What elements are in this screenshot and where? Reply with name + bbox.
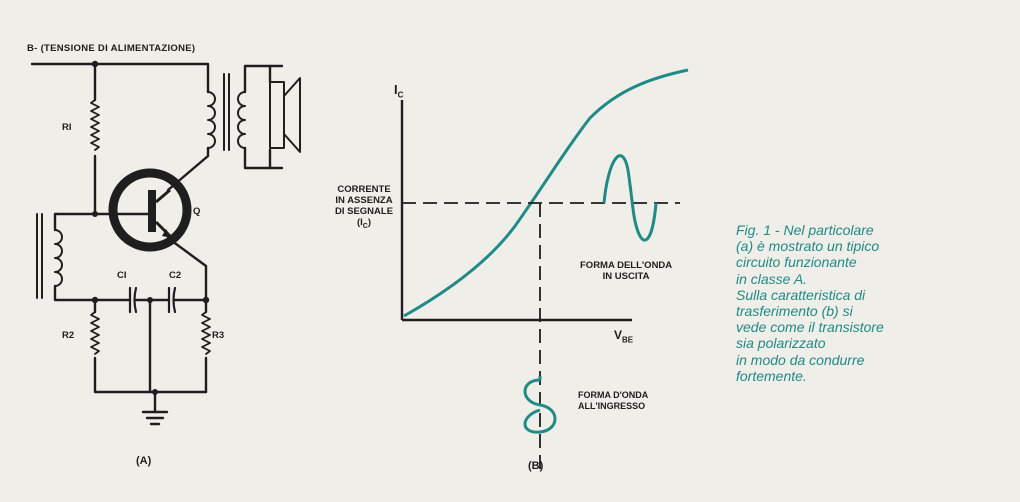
- transfer-plot: [400, 68, 689, 472]
- c2-label: C2: [169, 270, 182, 281]
- output-waveform: [602, 154, 658, 242]
- transistor-q: [108, 168, 192, 252]
- transistor-label: Q: [193, 206, 201, 217]
- junction-dots: [91, 60, 210, 395]
- transformer-primary: [207, 91, 216, 149]
- y-axis-label: IC: [394, 82, 404, 100]
- capacitor-c1: [128, 286, 138, 314]
- x-axis-label: VBE: [614, 328, 634, 345]
- c1-label: CI: [117, 270, 127, 281]
- caption-line: Sulla caratteristica di: [736, 286, 866, 303]
- caption-line: trasferimento (b) si: [736, 303, 853, 320]
- caption-line: fortemente.: [736, 367, 807, 384]
- caption-line: Fig. 1 - Nel particolare: [736, 222, 874, 238]
- caption-line: vede come il transistore: [736, 319, 884, 336]
- supply-rail: [30, 62, 210, 94]
- caption-line: (a) è mostrato un tipico: [736, 238, 880, 255]
- caption-line: in modo da condurre: [736, 351, 865, 368]
- r2-bottom-lead: [93, 356, 208, 394]
- panel-b-label: (B): [528, 460, 544, 472]
- transformer-secondary: [237, 91, 246, 149]
- caption-line: circuito funzionante: [736, 254, 857, 271]
- r2-label: R2: [62, 330, 75, 341]
- collector-lead: [166, 146, 210, 192]
- speaker-cone: [283, 77, 301, 153]
- input-winding: [54, 229, 63, 287]
- caption-line: sia polarizzato: [736, 335, 826, 352]
- input-core: [36, 213, 43, 299]
- r3-label: R3: [212, 330, 225, 341]
- transfer-curve: [403, 68, 689, 318]
- figure-caption: Fig. 1 - Nel particolare (a) è mostrato …: [736, 222, 976, 384]
- input-wave-label: FORMA D'ONDA ALL'INGRESSO: [578, 390, 649, 411]
- resistor-r3: [201, 311, 211, 355]
- r1-label: RI: [62, 122, 72, 133]
- emitter-lead: [166, 236, 208, 302]
- transformer-core: [223, 73, 230, 151]
- output-wave-label: FORMA DELL'ONDA IN USCITA: [580, 260, 673, 282]
- quiescent-current-label: CORRENTE IN ASSENZA DI SEGNALE (IC): [334, 184, 394, 230]
- speaker-magnet: [269, 81, 285, 149]
- resistor-r2: [90, 311, 100, 355]
- input-waveform: [523, 378, 557, 434]
- caption-line: in classe A.: [736, 270, 808, 287]
- input-leads: [53, 212, 97, 302]
- resistor-r1: [90, 99, 100, 151]
- capacitor-c2: [167, 286, 177, 314]
- ground-symbol: [141, 390, 169, 426]
- supply-voltage-label: B- (TENSIONE DI ALIMENTAZIONE): [27, 43, 196, 54]
- panel-a-label: (A): [136, 455, 152, 467]
